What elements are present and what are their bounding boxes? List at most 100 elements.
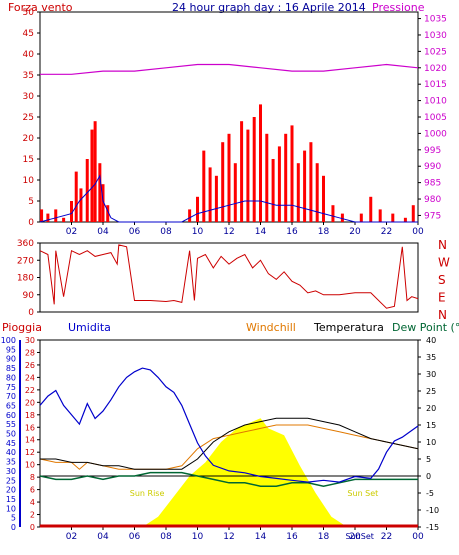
- rain-y-tick-label: 22: [25, 386, 35, 395]
- rain-y-tick-label: 8: [30, 473, 35, 482]
- temp-x-tick-label: 08: [160, 532, 172, 542]
- wind-bar: [259, 104, 262, 222]
- rain-y-tick-label: 24: [25, 373, 35, 382]
- wind-x-tick-label: 14: [255, 227, 267, 237]
- wind-bar: [271, 159, 275, 222]
- humidity-y-tick-label: 90: [6, 355, 16, 364]
- pressure-y-tick-label: 975: [424, 211, 441, 221]
- wind-bar: [284, 133, 288, 222]
- sun-rise-label: Sun Rise: [130, 489, 165, 498]
- direction-cardinal-label: S: [438, 273, 446, 287]
- humidity-y-tick-label: 95: [6, 345, 16, 354]
- humidity-line: [39, 367, 419, 483]
- rain-y-tick-label: 2: [30, 511, 35, 520]
- wind-bar: [70, 201, 73, 222]
- wind-x-tick-label: 00: [412, 227, 424, 237]
- humidity-y-tick-label: 0: [11, 523, 16, 532]
- rain-y-tick-label: 4: [30, 498, 35, 507]
- wind-y-tick-label: 25: [23, 113, 34, 123]
- humidity-y-tick-label: 10: [6, 504, 16, 513]
- wind-x-tick-label: 12: [223, 227, 234, 237]
- pressure-y-tick-label: 1025: [424, 47, 447, 57]
- wind-bar: [188, 209, 192, 222]
- wind-bar: [40, 209, 44, 222]
- temp-x-tick-label: 06: [129, 532, 141, 542]
- chart-title: 24 hour graph day : 16 Aprile 2014: [172, 1, 366, 14]
- temp-x-tick-label: 10: [192, 532, 204, 542]
- wind-bar: [54, 209, 58, 222]
- wind-x-tick-label: 10: [192, 227, 204, 237]
- wind-bar: [290, 125, 294, 222]
- humidity-y-tick-label: 100: [1, 336, 16, 345]
- humidity-axis-title: Umidita: [68, 321, 111, 334]
- temp-x-tick-label: 00: [412, 532, 424, 542]
- temp-y-tick-label: -10: [426, 506, 439, 515]
- temp-y-tick-label: 15: [426, 421, 436, 430]
- wind-bar: [359, 213, 363, 222]
- wind-bar: [214, 175, 218, 222]
- pressure-line: [40, 63, 419, 75]
- wind-bar: [322, 175, 325, 222]
- humidity-y-tick-label: 50: [6, 430, 16, 439]
- wind-bar: [62, 217, 66, 222]
- pressure-y-tick-label: 1010: [424, 97, 447, 107]
- dewpoint-label: Dew Point (°C: [392, 321, 459, 334]
- temperature-line: [40, 417, 419, 470]
- wind-x-tick-label: 20: [349, 227, 361, 237]
- rain-y-tick-label: 20: [25, 398, 35, 407]
- wind-bar: [265, 133, 269, 222]
- rain-y-tick-label: 16: [25, 423, 35, 432]
- direction-line: [39, 244, 419, 309]
- humidity-y-tick-label: 30: [6, 467, 16, 476]
- wind-y-tick-label: 35: [23, 71, 34, 81]
- wind-y-tick-label: 40: [23, 50, 35, 60]
- wind-y-tick-label: 30: [23, 92, 35, 102]
- humidity-y-tick-label: 80: [6, 373, 16, 382]
- temp-y-tick-label: 20: [426, 404, 436, 413]
- humidity-y-tick-label: 85: [6, 364, 16, 373]
- wind-bar: [331, 205, 335, 222]
- wind-bar: [233, 163, 237, 222]
- direction-y-tick-label: 0: [28, 308, 34, 318]
- temp-y-tick-label: 35: [426, 353, 436, 362]
- wind-bar: [315, 163, 319, 222]
- wind-bar: [202, 150, 206, 222]
- sun-set-label: Sun Set: [347, 489, 378, 498]
- rain-y-tick-label: 26: [25, 361, 35, 370]
- wind-bar: [74, 171, 78, 222]
- pressure-y-tick-label: 1030: [424, 31, 447, 41]
- humidity-y-tick-label: 75: [6, 383, 16, 392]
- wind-x-tick-label: 06: [129, 227, 141, 237]
- rain-y-tick-label: 18: [25, 411, 35, 420]
- temp-y-tick-label: 40: [426, 336, 436, 345]
- wind-bar: [196, 196, 199, 222]
- direction-y-tick-label: 270: [17, 256, 34, 266]
- direction-cardinal-label: N: [438, 238, 447, 252]
- wind-bar: [252, 117, 256, 222]
- dewpoint-line: [39, 471, 418, 487]
- wind-bar: [403, 217, 407, 222]
- direction-y-tick-label: 90: [23, 291, 35, 301]
- wind-bar: [106, 205, 110, 222]
- pressure-y-tick-label: 990: [424, 162, 441, 172]
- wind-y-tick-label: 5: [28, 197, 34, 207]
- windchill-label: Windchill: [246, 321, 296, 334]
- wind-y-tick-label: 45: [23, 29, 34, 39]
- direction-y-tick-label: 180: [17, 274, 34, 284]
- wind-bar: [227, 133, 231, 222]
- pressure-y-tick-label: 980: [424, 195, 441, 205]
- pressure-axis-title: Pressione: [372, 1, 425, 14]
- wind-y-tick-label: 20: [23, 134, 35, 144]
- humidity-y-tick-label: 45: [6, 439, 16, 448]
- temp-y-tick-label: 25: [426, 387, 436, 396]
- humidity-y-tick-label: 35: [6, 458, 16, 467]
- pressure-y-tick-label: 1005: [424, 113, 447, 123]
- wind-x-tick-label: 22: [381, 227, 392, 237]
- rain-y-tick-label: 0: [30, 523, 35, 532]
- wind-y-tick-label: 50: [23, 8, 35, 18]
- wind-bar: [411, 205, 415, 222]
- wind-bar: [303, 150, 307, 222]
- sun-set-short-label: SunSet: [346, 532, 374, 541]
- wind-x-tick-label: 02: [66, 227, 77, 237]
- humidity-y-tick-label: 20: [6, 486, 16, 495]
